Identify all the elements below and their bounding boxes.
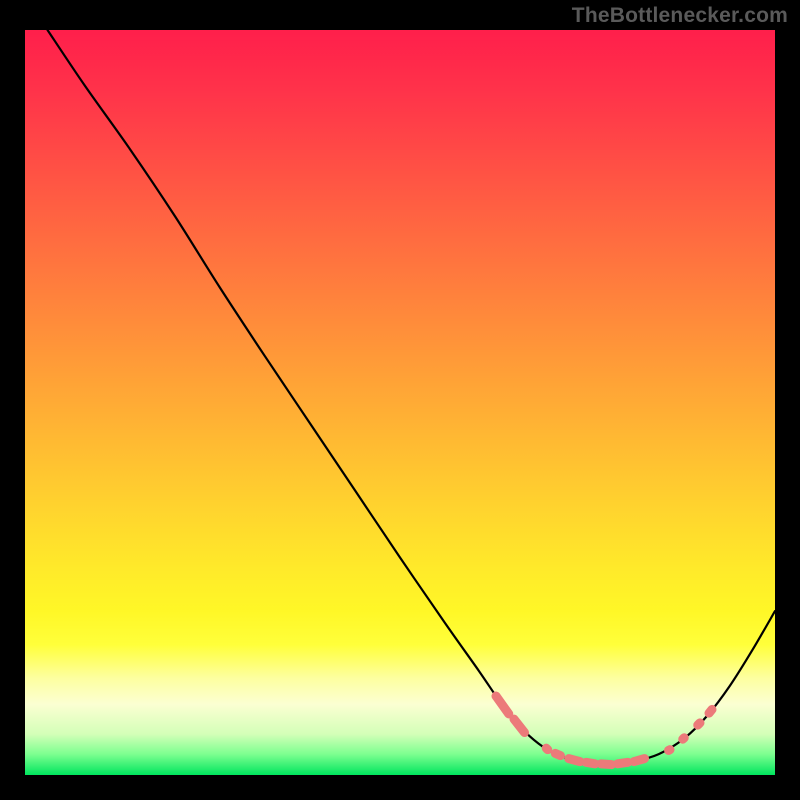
marker-segment — [634, 759, 645, 762]
marker-segment — [683, 738, 685, 739]
marker-segment — [555, 753, 560, 755]
marker-segment — [669, 750, 671, 751]
marker-segment — [586, 762, 595, 763]
watermark-text: TheBottlenecker.com — [572, 4, 788, 28]
marker-segment — [709, 709, 712, 713]
chart-background — [25, 30, 775, 775]
marker-segment — [618, 762, 629, 763]
chart-area — [25, 30, 775, 775]
marker-segment — [698, 723, 700, 725]
marker-segment — [569, 759, 580, 762]
marker-segment — [601, 764, 612, 765]
bottleneck-chart-svg — [25, 30, 775, 775]
marker-segment — [546, 748, 548, 749]
